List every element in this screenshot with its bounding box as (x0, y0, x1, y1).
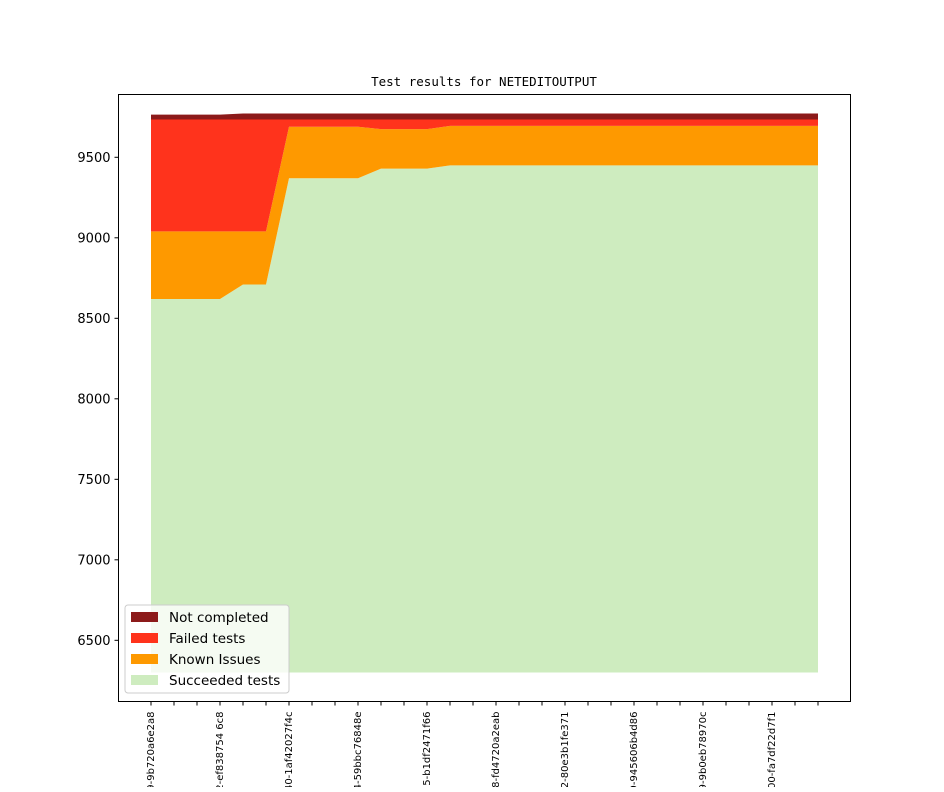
legend: Not completed Failed tests Known Issues Suc… (124, 604, 290, 694)
y-tick-label-7000: 7000 (77, 553, 110, 568)
area-succeeded-tests (151, 165, 818, 673)
x-tick-label-12: 5-b1df2471f66 (422, 712, 433, 786)
y-axis: 6500 7000 7500 8000 8500 9000 9500 (77, 151, 119, 649)
plot-frame (118, 94, 851, 702)
y-tick-label-9500: 9500 (77, 151, 110, 166)
area-layers (151, 113, 818, 673)
legend-label-failed-tests: Failed tests (169, 631, 245, 647)
x-tick-label-3: 2-ef838754 6c8 (215, 712, 226, 788)
legend-label-succeeded-tests: Succeeded tests (169, 673, 280, 689)
y-tick-label-8500: 8500 (77, 312, 110, 327)
legend-swatch-succeeded-tests (131, 675, 158, 685)
area-failed-tests (151, 119, 818, 232)
x-tick-label-0: 9-9b720a6e2a8 (146, 712, 157, 788)
x-tick-label-15: 8-fd4720a2eab (491, 712, 502, 788)
legend-label-known-issues: Known Issues (169, 652, 261, 668)
legend-box (124, 604, 290, 694)
area-known-issues (151, 125, 818, 299)
y-tick-label-8000: 8000 (77, 392, 110, 407)
y-tick-label-6500: 6500 (77, 634, 110, 649)
x-tick-label-24: 9-9b0eb78970c (698, 712, 709, 788)
y-tick-label-7500: 7500 (77, 473, 110, 488)
x-tick-label-6: 40-1af42027f4c (284, 712, 295, 788)
x-tick-label-21: 9-945606b4d86 (629, 712, 640, 788)
legend-swatch-not-completed (131, 612, 158, 622)
x-tick-label-27: 00-fa7df22d7f1 (767, 712, 778, 788)
x-tick-label-18: 2-80e3b1fe371 (560, 712, 571, 788)
legend-swatch-failed-tests (131, 633, 158, 643)
chart-title: Test results for NETEDITOUTPUT (371, 74, 597, 89)
area-not-completed (151, 113, 818, 120)
x-axis: 9-9b720a6e2a8 2-ef838754 6c8 40-1af42027f4… (146, 701, 819, 791)
legend-swatch-known-issues (131, 654, 158, 664)
legend-label-not-completed: Not completed (169, 610, 269, 626)
x-tick-label-9: 4-59bbc76848e (353, 712, 364, 788)
y-tick-label-9000: 9000 (77, 231, 110, 246)
